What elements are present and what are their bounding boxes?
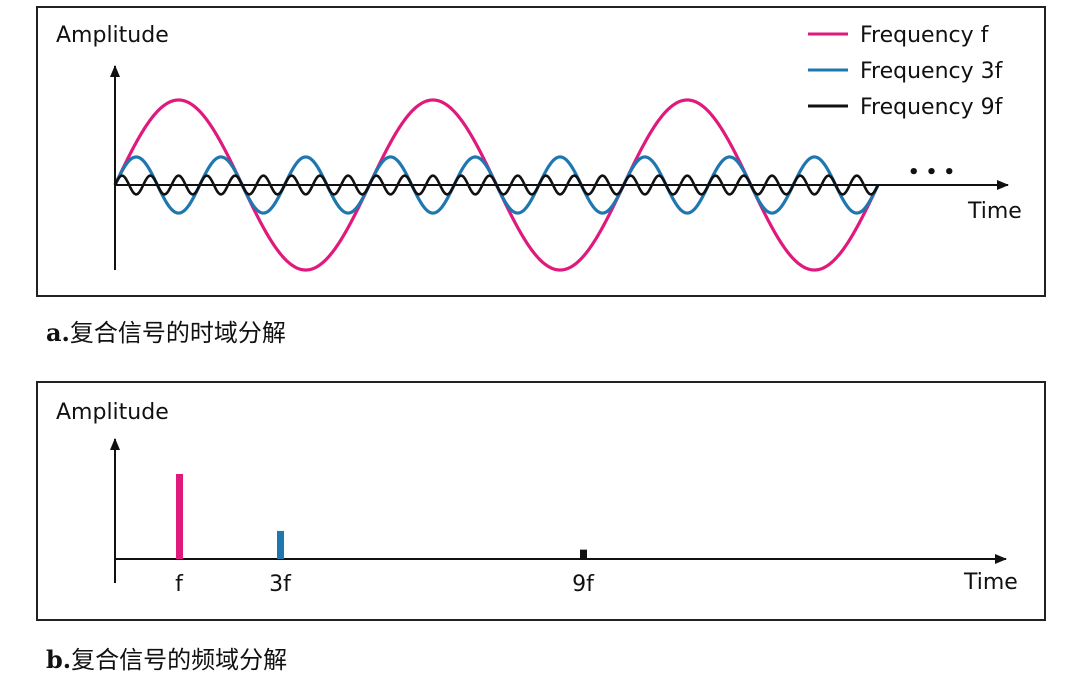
legend-label: Frequency 3f — [860, 59, 1004, 84]
y-axis-label: Amplitude — [56, 23, 169, 48]
time-domain-chart-panel: Amplitude Time • • • Frequency f Frequenc… — [36, 6, 1046, 297]
tick-label-3f: 3f — [269, 572, 292, 597]
bar-3f — [277, 530, 284, 559]
continuation-dots: • • • — [908, 162, 955, 183]
tick-label-f: f — [175, 572, 184, 597]
caption-text: 复合信号的频域分解 — [71, 646, 288, 674]
frequency-domain-chart: Amplitude Time f 3f 9f — [56, 400, 1018, 597]
caption-frequency-domain: b.复合信号的频域分解 — [46, 640, 287, 675]
legend: Frequency f Frequency 3f Frequency 9f — [808, 23, 1004, 120]
caption-prefix: a. — [46, 318, 70, 347]
bar-9f — [580, 549, 587, 559]
y-axis-label: Amplitude — [56, 400, 169, 425]
caption-text: 复合信号的时域分解 — [69, 319, 286, 347]
caption-prefix: b. — [46, 645, 72, 674]
caption-time-domain: a.复合信号的时域分解 — [46, 313, 286, 348]
x-axis-label: Time — [967, 199, 1022, 224]
legend-label: Frequency 9f — [860, 95, 1004, 120]
legend-label: Frequency f — [860, 23, 990, 48]
time-domain-chart: Amplitude Time • • • Frequency fFrequenc… — [56, 23, 1022, 272]
bar-f — [176, 474, 183, 559]
tick-label-9f: 9f — [572, 572, 595, 597]
x-axis-label: Time — [963, 570, 1018, 595]
frequency-domain-chart-panel: Amplitude Time f 3f 9f — [36, 381, 1046, 621]
